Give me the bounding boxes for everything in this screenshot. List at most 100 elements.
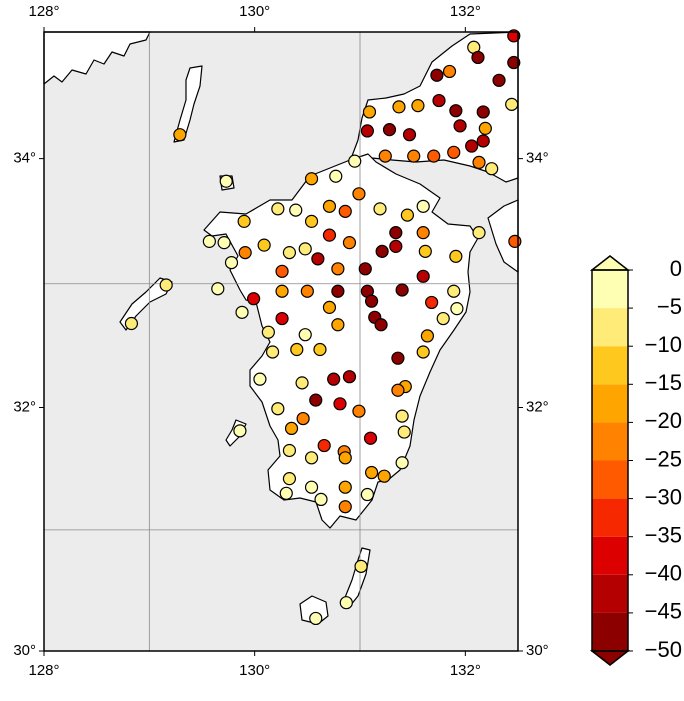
station-point: [271, 202, 285, 216]
colorbar-label: −25: [645, 446, 682, 471]
station-point: [447, 145, 461, 159]
graticule: [44, 32, 518, 651]
colorbar-extension: [589, 650, 631, 666]
station-point: [507, 29, 521, 43]
station-point: [492, 73, 506, 87]
station-point: [389, 226, 403, 240]
station-point: [247, 292, 261, 306]
station-point: [397, 425, 411, 439]
colorbar-bin: [592, 384, 628, 423]
x-tick-label: 132°: [450, 3, 481, 20]
colorbar-bin: [592, 574, 628, 613]
station-point: [235, 305, 249, 319]
station-point: [485, 162, 499, 176]
colorbar-label: 0: [670, 256, 682, 281]
station-point: [389, 239, 403, 253]
y-tick-label: 32°: [526, 398, 549, 415]
station-point: [407, 149, 421, 163]
station-point: [416, 199, 430, 213]
station-point: [352, 404, 366, 418]
station-point: [427, 149, 441, 163]
colorbar-label: −35: [645, 523, 682, 548]
station-point: [374, 318, 388, 332]
station-point: [159, 278, 173, 292]
station-point: [400, 208, 414, 222]
station-point: [233, 424, 247, 438]
station-point: [322, 228, 337, 242]
station-point: [317, 438, 331, 453]
station-point: [342, 236, 357, 250]
station-point: [505, 97, 519, 111]
station-point: [211, 282, 225, 296]
station-point: [265, 345, 280, 359]
station-point: [375, 244, 389, 258]
station-point: [217, 236, 231, 250]
axes: 128° 128° 130° 130° 132° 132° 30° 30° 32° 32° 34° 3…: [13, 3, 548, 679]
station-point: [363, 431, 378, 445]
station-point: [313, 342, 327, 357]
station-point: [416, 269, 430, 283]
colorbar-bin: [592, 308, 628, 347]
station-point: [391, 351, 405, 365]
station-point: [476, 134, 490, 148]
station-point: [290, 342, 304, 357]
station-point: [449, 104, 463, 118]
station-point: [275, 311, 289, 326]
station-point: [354, 559, 368, 573]
colorbar-label: −50: [645, 637, 682, 662]
station-point: [416, 226, 430, 240]
station-point: [338, 451, 352, 465]
station-point: [395, 283, 409, 297]
station-point: [339, 596, 353, 610]
station-point: [382, 123, 397, 137]
station-point: [295, 376, 309, 390]
station-point: [304, 172, 319, 186]
station-point: [309, 611, 323, 626]
station-point: [331, 284, 345, 298]
station-point: [219, 174, 233, 188]
station-point: [289, 203, 303, 217]
station-point: [333, 397, 347, 411]
station-point: [402, 128, 417, 142]
station-point: [338, 204, 352, 218]
colorbar-label: −40: [645, 561, 682, 586]
station-point: [364, 294, 379, 308]
station-point: [284, 421, 299, 435]
x-tick-label: 128°: [28, 662, 59, 679]
colorbar-bin: [592, 536, 628, 575]
station-point: [261, 325, 275, 339]
station-point: [311, 252, 325, 266]
y-tick-label: 32°: [13, 398, 36, 415]
y-tick-label: 30°: [13, 642, 36, 659]
station-point: [352, 187, 366, 201]
station-point: [465, 139, 479, 153]
station-point: [282, 472, 297, 486]
station-point: [373, 202, 387, 216]
station-point: [432, 93, 446, 108]
station-point: [360, 124, 374, 138]
station-point: [338, 480, 352, 494]
station-point: [329, 169, 343, 183]
station-point: [124, 316, 139, 331]
station-point: [322, 300, 337, 314]
colorbar-label: −20: [645, 408, 682, 433]
station-point: [392, 100, 406, 114]
station-point: [322, 199, 337, 213]
station-point: [420, 329, 435, 343]
colorbar-label: −15: [645, 370, 682, 395]
colorbar-bin: [592, 422, 628, 461]
station-point: [360, 487, 374, 502]
station-point: [304, 214, 319, 228]
station-point: [173, 128, 187, 142]
colorbar-label: −10: [645, 332, 682, 357]
station-point: [478, 121, 492, 135]
station-point: [449, 249, 463, 263]
station-point: [224, 255, 239, 270]
station-point: [507, 55, 521, 70]
colorbar-label: −45: [645, 599, 682, 624]
x-tick-label: 130°: [239, 3, 270, 20]
map-frame: [43, 31, 519, 652]
station-point: [342, 370, 357, 384]
station-point: [442, 64, 457, 79]
